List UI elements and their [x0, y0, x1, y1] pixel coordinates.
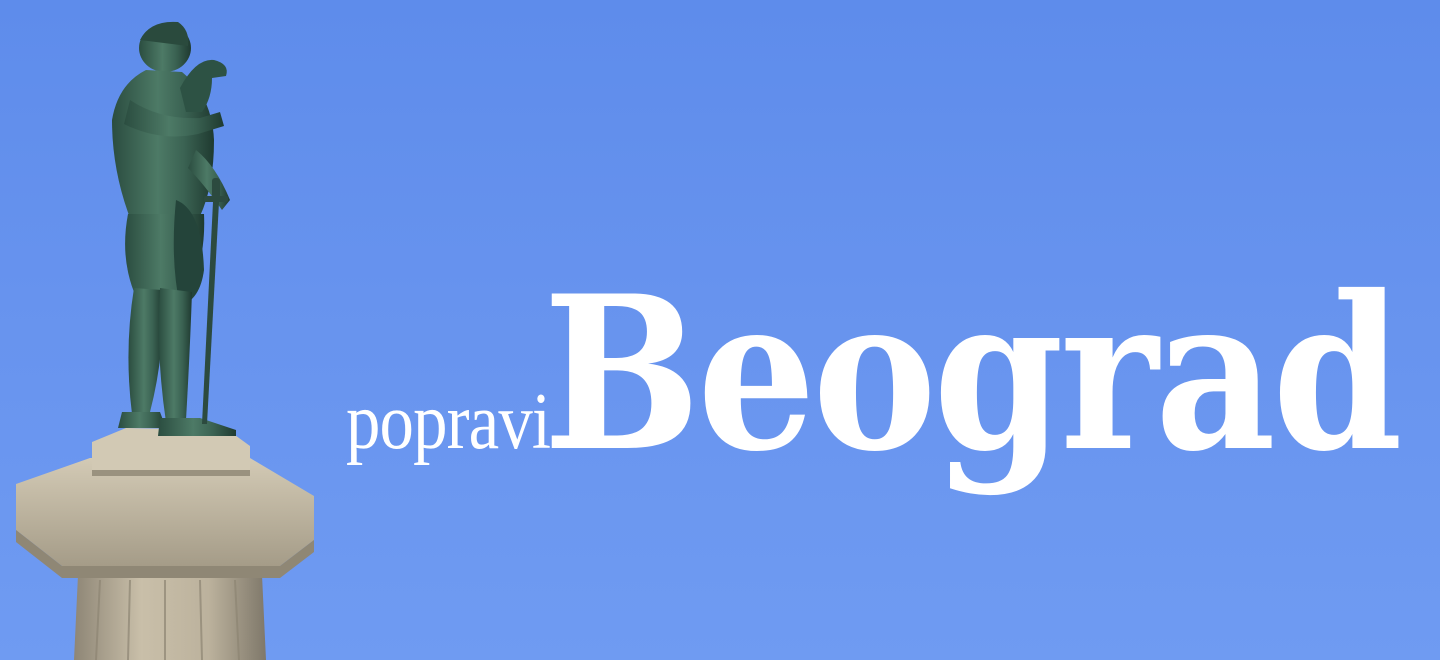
site-title: popraviBeograd: [346, 268, 1440, 480]
title-prefix: popravi: [346, 378, 551, 466]
column-shaft: [74, 575, 266, 660]
column-plinth: [92, 428, 250, 470]
title-main: Beograd: [543, 249, 1403, 498]
column-abacus: [16, 458, 314, 566]
statue-figure: [112, 21, 236, 436]
victor-monument-image: [16, 21, 314, 660]
sword: [202, 178, 228, 424]
falcon: [180, 59, 227, 112]
